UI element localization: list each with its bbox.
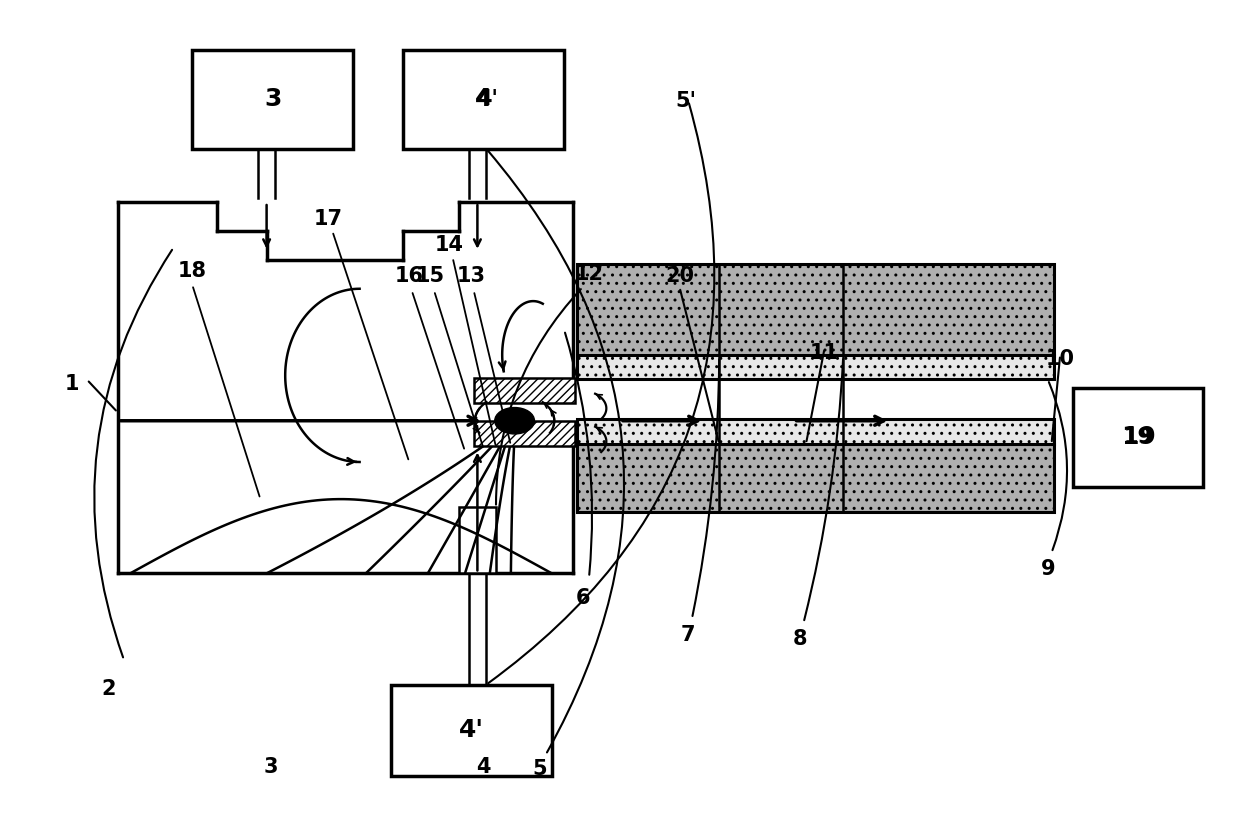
Text: 7: 7 xyxy=(681,625,696,645)
Text: 2: 2 xyxy=(102,679,117,699)
Text: 5': 5' xyxy=(676,91,696,111)
Text: 18: 18 xyxy=(177,261,207,280)
Bar xyxy=(403,50,564,148)
Text: 4': 4' xyxy=(477,89,497,109)
Text: 13: 13 xyxy=(456,266,486,286)
Text: 16: 16 xyxy=(394,266,424,286)
Text: 12: 12 xyxy=(574,264,604,284)
Bar xyxy=(577,444,1054,512)
Bar xyxy=(1073,388,1203,487)
Text: 1: 1 xyxy=(64,374,79,394)
Text: 5: 5 xyxy=(532,759,547,779)
Bar xyxy=(577,355,1054,380)
Text: 11: 11 xyxy=(810,343,839,363)
Text: 14: 14 xyxy=(434,235,464,255)
Text: 4: 4 xyxy=(476,757,491,777)
Text: 20: 20 xyxy=(665,266,694,286)
Text: 17: 17 xyxy=(314,209,343,229)
Text: 15: 15 xyxy=(415,266,445,286)
Text: 10: 10 xyxy=(1045,349,1075,369)
Text: 8: 8 xyxy=(792,629,807,649)
Bar xyxy=(459,507,496,573)
Text: 4: 4 xyxy=(475,87,492,111)
Bar xyxy=(474,421,575,446)
Text: 3: 3 xyxy=(263,757,278,777)
Bar xyxy=(391,685,552,776)
Bar xyxy=(192,50,353,148)
Text: 19: 19 xyxy=(1123,427,1153,447)
Circle shape xyxy=(495,408,534,434)
Text: 6: 6 xyxy=(575,588,590,608)
Text: 19: 19 xyxy=(1121,425,1156,450)
Bar xyxy=(577,419,1054,444)
Bar xyxy=(577,264,1054,356)
Text: 4': 4' xyxy=(459,718,484,742)
Bar xyxy=(474,378,575,403)
Text: 3: 3 xyxy=(264,87,281,111)
Text: 9: 9 xyxy=(1040,559,1055,579)
